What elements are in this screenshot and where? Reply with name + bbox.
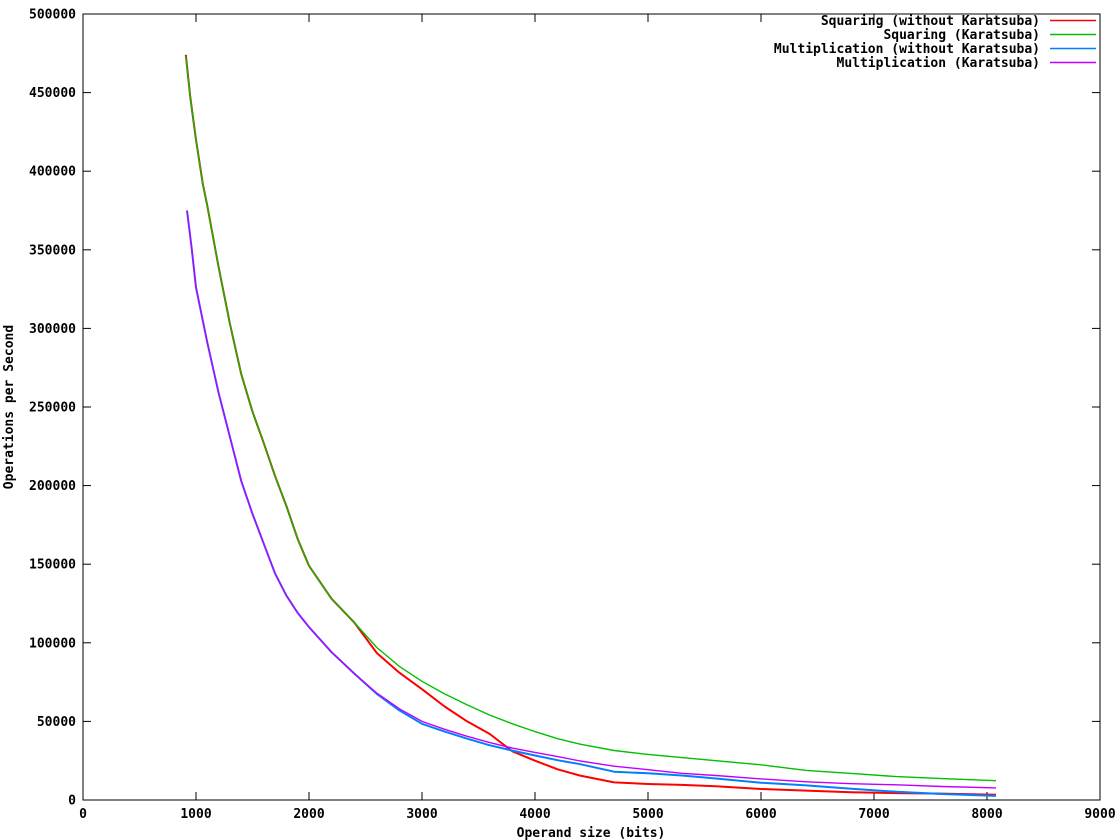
legend-label: Squaring (without Karatsuba) <box>821 14 1040 29</box>
y-tick-label: 50000 <box>37 715 76 730</box>
x-tick-label: 9000 <box>1084 807 1115 822</box>
plot-border <box>82 13 1101 801</box>
x-axis-title: Operand size (bits) <box>517 826 666 840</box>
y-tick-label: 200000 <box>29 479 76 494</box>
legend-label: Multiplication (without Karatsuba) <box>774 42 1040 57</box>
y-tick-label: 350000 <box>29 243 76 258</box>
legend-label: Squaring (Karatsuba) <box>883 28 1040 43</box>
series-line-squaring-without-karatsuba <box>184 54 997 796</box>
y-tick-label: 500000 <box>29 8 76 23</box>
y-axis-title: Operations per Second <box>2 325 17 489</box>
plot-area: 0 1000 2000 3000 4000 5000 6000 7000 8000 9000 0 50… <box>29 8 1116 823</box>
y-tick-label: 450000 <box>29 86 76 101</box>
y-tick-label: 400000 <box>29 165 76 180</box>
x-tick-label: 3000 <box>406 807 437 822</box>
x-tick-label: 4000 <box>519 807 550 822</box>
series-line-multiplication-without-karatsuba <box>186 210 997 797</box>
y-tick-label: 100000 <box>29 636 76 651</box>
y-tick-label: 150000 <box>29 558 76 573</box>
x-tick-label: 6000 <box>745 807 776 822</box>
x-tick-label: 0 <box>79 807 87 822</box>
y-tick-label: 250000 <box>29 401 76 416</box>
x-tick-label: 5000 <box>632 807 663 822</box>
x-tick-label: 8000 <box>971 807 1002 822</box>
x-tick-label: 1000 <box>180 807 211 822</box>
legend-label: Multiplication (Karatsuba) <box>837 56 1041 71</box>
series-line-multiplication-karatsuba <box>186 210 997 789</box>
x-tick-label: 7000 <box>858 807 889 822</box>
y-tick-label: 0 <box>68 794 76 809</box>
y-tick-label: 300000 <box>29 322 76 337</box>
series-line-squaring-karatsuba <box>185 56 997 782</box>
x-tick-label: 2000 <box>293 807 324 822</box>
